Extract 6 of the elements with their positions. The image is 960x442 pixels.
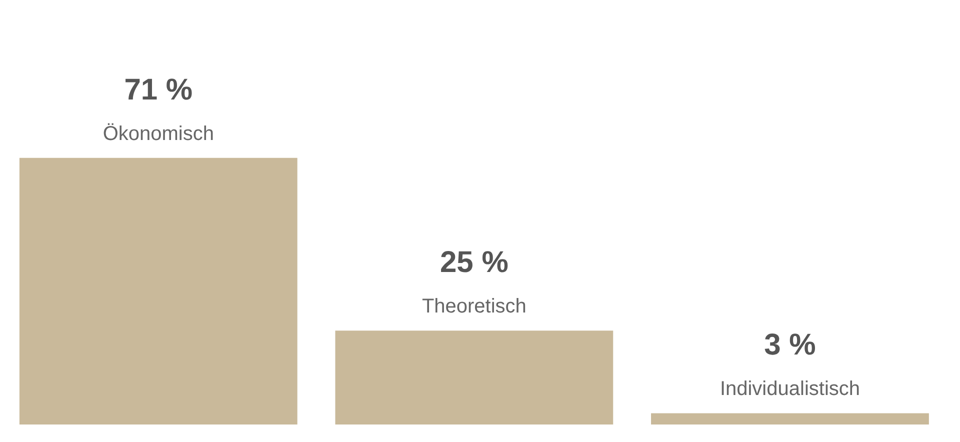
x-tick-label: Individualistisch bbox=[720, 378, 860, 400]
x-tick-label: Ökonomisch bbox=[102, 122, 214, 145]
x-tick-label: Theoretisch bbox=[422, 296, 526, 318]
data-label: 71 % bbox=[124, 73, 193, 106]
data-label: 3 % bbox=[764, 328, 816, 362]
data-label: 25 % bbox=[440, 246, 508, 280]
